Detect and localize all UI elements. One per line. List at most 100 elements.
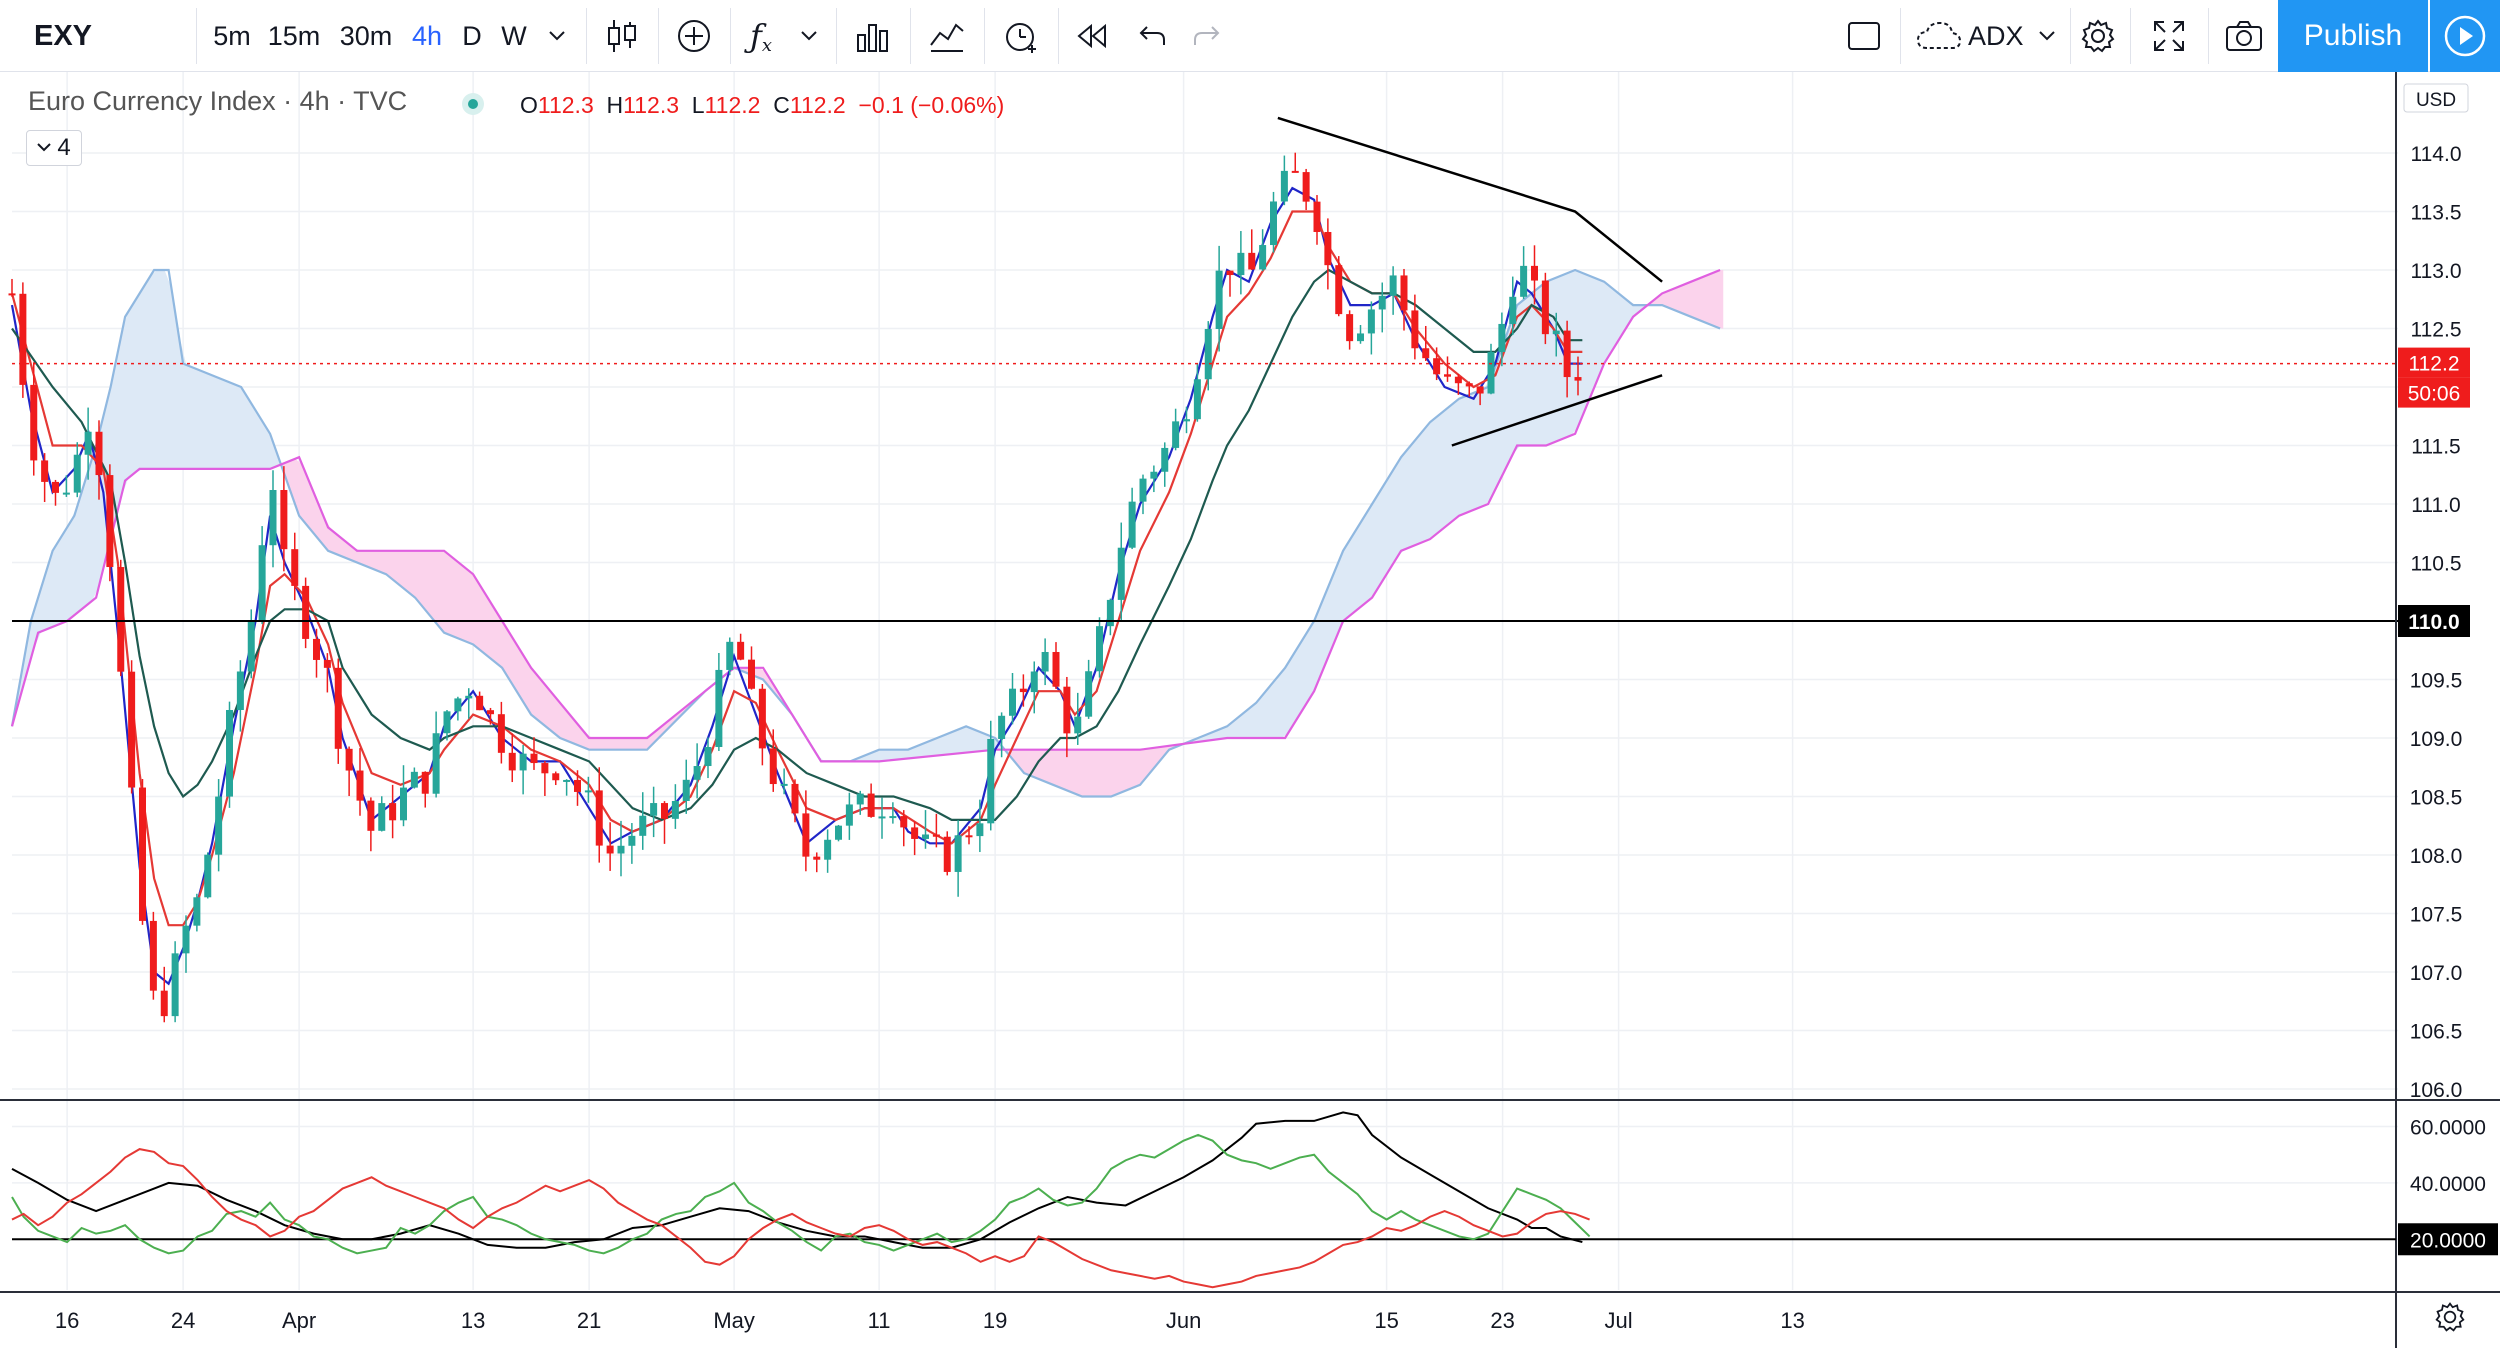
cloud-segment [1701, 274, 1709, 325]
candle-body [802, 813, 810, 857]
undo-icon[interactable] [1124, 0, 1180, 72]
open-value: 112.3 [537, 92, 594, 118]
interval-w[interactable]: W [501, 20, 527, 51]
candle-body [1346, 314, 1354, 342]
settings-gear-icon[interactable] [2425, 1294, 2475, 1340]
interval-4h[interactable]: 4h [411, 20, 443, 51]
cloud-segment [461, 564, 469, 644]
interval-15m[interactable]: 15m [267, 20, 321, 51]
candle-body [1531, 265, 1538, 281]
candle-body [389, 803, 397, 821]
interval-d[interactable]: D [462, 20, 482, 51]
toolbar-divider [984, 8, 985, 64]
cloud-segment [55, 533, 63, 627]
indicator-label[interactable]: ADX [1968, 20, 2024, 51]
candle-body [748, 659, 755, 689]
price-tick-label: 106.5 [2410, 1021, 2463, 1044]
price-tick-label: 110.5 [2411, 553, 2462, 576]
last-price-label: 112.2 [2409, 353, 2460, 376]
candle-body [400, 787, 407, 821]
cloud-segment [1113, 749, 1122, 796]
candle-body [1433, 358, 1441, 375]
candle-body [356, 770, 364, 801]
ichimoku-senkou-b-line [10, 268, 1721, 763]
chevron-down-icon[interactable] [792, 0, 826, 72]
cloud-segment [1389, 463, 1397, 571]
chevron-down-icon[interactable] [2030, 0, 2064, 72]
redo-icon[interactable] [1180, 0, 1234, 72]
open-label: O [520, 92, 538, 118]
candle-body [204, 854, 212, 898]
countdown-badge [2398, 377, 2470, 408]
cloud-save-icon[interactable] [1910, 0, 1968, 72]
alert-clock-icon[interactable] [990, 0, 1052, 72]
grid [12, 72, 2398, 1290]
trendline-lower-line [1451, 374, 1663, 447]
candle-body [84, 431, 92, 455]
candlestick-icon[interactable] [592, 0, 652, 72]
publish-button[interactable]: Publish [2278, 0, 2428, 72]
countdown-label: 50:06 [2408, 383, 2461, 406]
adx-level-label: 20.0000 [2410, 1229, 2486, 1252]
compare-chart-icon[interactable] [916, 0, 978, 72]
candle-body [584, 790, 592, 793]
axes: 114.0113.5113.0112.5112.0111.5111.0110.5… [55, 83, 2498, 1333]
cloud-segment [968, 727, 977, 753]
chevron-down-icon[interactable] [540, 0, 574, 72]
candle-body [1302, 172, 1310, 202]
candle-body [497, 714, 505, 753]
fullscreen-icon[interactable] [2136, 0, 2202, 72]
time-tick-label: 11 [868, 1308, 891, 1333]
candle-body [41, 460, 49, 482]
candle-body [954, 835, 962, 872]
cloud-segment [432, 550, 440, 629]
cloud-segment [1099, 749, 1107, 797]
adx-tick-label: 40.0000 [2410, 1173, 2486, 1196]
adx-tick-label: 60.0000 [2410, 1117, 2486, 1140]
candle-body [563, 779, 571, 782]
gear-icon[interactable] [2076, 0, 2120, 72]
candle-body [1204, 328, 1212, 380]
candle-body [1541, 280, 1549, 335]
cloud-segment [613, 737, 622, 750]
symbol-search[interactable]: EXY [34, 19, 93, 52]
candle-body [1335, 265, 1343, 315]
templates-bar-icon[interactable] [842, 0, 904, 72]
candle-body [236, 671, 244, 711]
candle-body [128, 671, 136, 788]
candle-body [519, 753, 527, 771]
candle-body [704, 746, 712, 767]
candle-body [149, 920, 157, 991]
camera-icon[interactable] [2214, 0, 2274, 72]
candle-body [1520, 265, 1528, 297]
price-chart[interactable]: 114.0113.5113.0112.5112.0111.5111.0110.5… [0, 72, 2500, 1348]
cloud-segment [628, 737, 636, 750]
fullscreen-box-icon[interactable] [1836, 0, 1892, 72]
play-icon[interactable] [2430, 0, 2500, 72]
price-tick-label: 107.0 [2410, 962, 2463, 985]
cloud-segment [1374, 486, 1383, 594]
cloud-segment [635, 737, 643, 750]
legend-collapse-button[interactable]: 4 [26, 130, 82, 166]
candle-body [1085, 671, 1093, 717]
candle-body [1280, 170, 1288, 202]
cloud-segment [200, 370, 208, 470]
ichimoku-cloud [11, 269, 1724, 797]
replay-icon[interactable] [1064, 0, 1120, 72]
compare-add-icon[interactable] [664, 0, 724, 72]
cloud-segment [1570, 270, 1579, 437]
candle-body [1270, 201, 1277, 246]
cloud-segment [1411, 435, 1419, 548]
candle-body [508, 752, 516, 771]
interval-5m[interactable]: 5m [213, 20, 251, 51]
candle-body [1357, 333, 1364, 342]
candle-body [1117, 547, 1125, 600]
interval-30m[interactable]: 30m [339, 20, 393, 51]
cloud-segment [1345, 533, 1354, 620]
candle-body [867, 793, 875, 817]
adx-di-line [11, 1133, 1591, 1255]
level-badge [2398, 605, 2470, 637]
cloud-segment [294, 458, 303, 520]
candle-body [1063, 686, 1071, 734]
